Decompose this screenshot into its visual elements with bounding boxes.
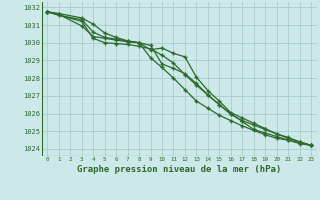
X-axis label: Graphe pression niveau de la mer (hPa): Graphe pression niveau de la mer (hPa) <box>77 165 281 174</box>
